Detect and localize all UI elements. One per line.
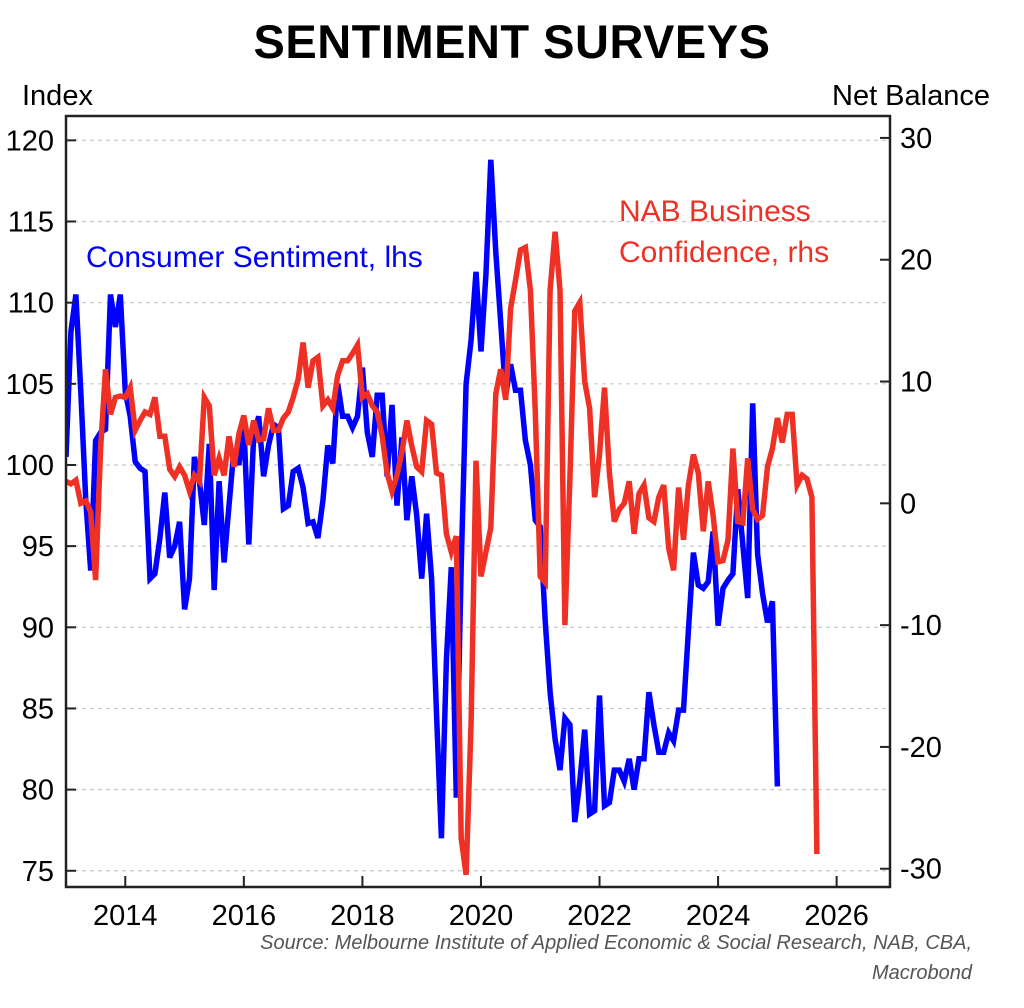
rhs-tick-label: 10 <box>900 367 932 399</box>
lhs-tick-label: 90 <box>22 612 54 644</box>
source-note-line1: Source: Melbourne Institute of Applied E… <box>260 932 972 954</box>
x-tick-label: 2024 <box>686 900 751 932</box>
x-tick-label: 2014 <box>93 900 158 932</box>
tick-labels: 12011511010510095908580753020100-10-20-3… <box>6 123 942 932</box>
rhs-tick-label: 30 <box>900 123 932 155</box>
source-note-line2: Macrobond <box>871 962 972 984</box>
series-layer <box>66 159 820 876</box>
lhs-tick-label: 115 <box>8 207 54 239</box>
x-tick-label: 2022 <box>567 900 632 932</box>
rhs-tick-label: 20 <box>900 245 932 277</box>
legend-nab-line1: NAB Business <box>619 195 811 228</box>
lhs-tick-label: 95 <box>22 531 54 563</box>
lhs-tick-label: 80 <box>22 775 54 807</box>
series-nab-business-confidence <box>66 231 820 876</box>
axis-ticks <box>66 136 890 887</box>
rhs-tick-label: -30 <box>900 854 942 886</box>
x-tick-label: 2018 <box>330 900 395 932</box>
lhs-axis-label: Index <box>22 80 93 112</box>
rhs-tick-label: -20 <box>900 732 942 764</box>
x-tick-label: 2026 <box>804 900 869 932</box>
plot-frame <box>64 114 892 889</box>
series-consumer-sentiment <box>66 159 781 839</box>
lhs-tick-label: 110 <box>8 288 54 320</box>
rhs-tick-label: -10 <box>900 610 942 642</box>
rhs-tick-label: 0 <box>900 488 916 520</box>
chart-title: SENTIMENT SURVEYS <box>253 15 771 68</box>
legend-nab-line2: Confidence, rhs <box>619 236 829 269</box>
rhs-axis-label: Net Balance <box>832 80 990 112</box>
lhs-tick-label: 75 <box>22 856 54 888</box>
lhs-tick-label: 85 <box>22 693 54 725</box>
lhs-tick-label: 100 <box>6 450 54 482</box>
x-tick-label: 2020 <box>449 900 514 932</box>
x-tick-label: 2016 <box>212 900 277 932</box>
lhs-tick-label: 120 <box>6 125 54 157</box>
lhs-tick-label: 105 <box>6 369 54 401</box>
legend-consumer-sentiment: Consumer Sentiment, lhs <box>86 241 423 274</box>
